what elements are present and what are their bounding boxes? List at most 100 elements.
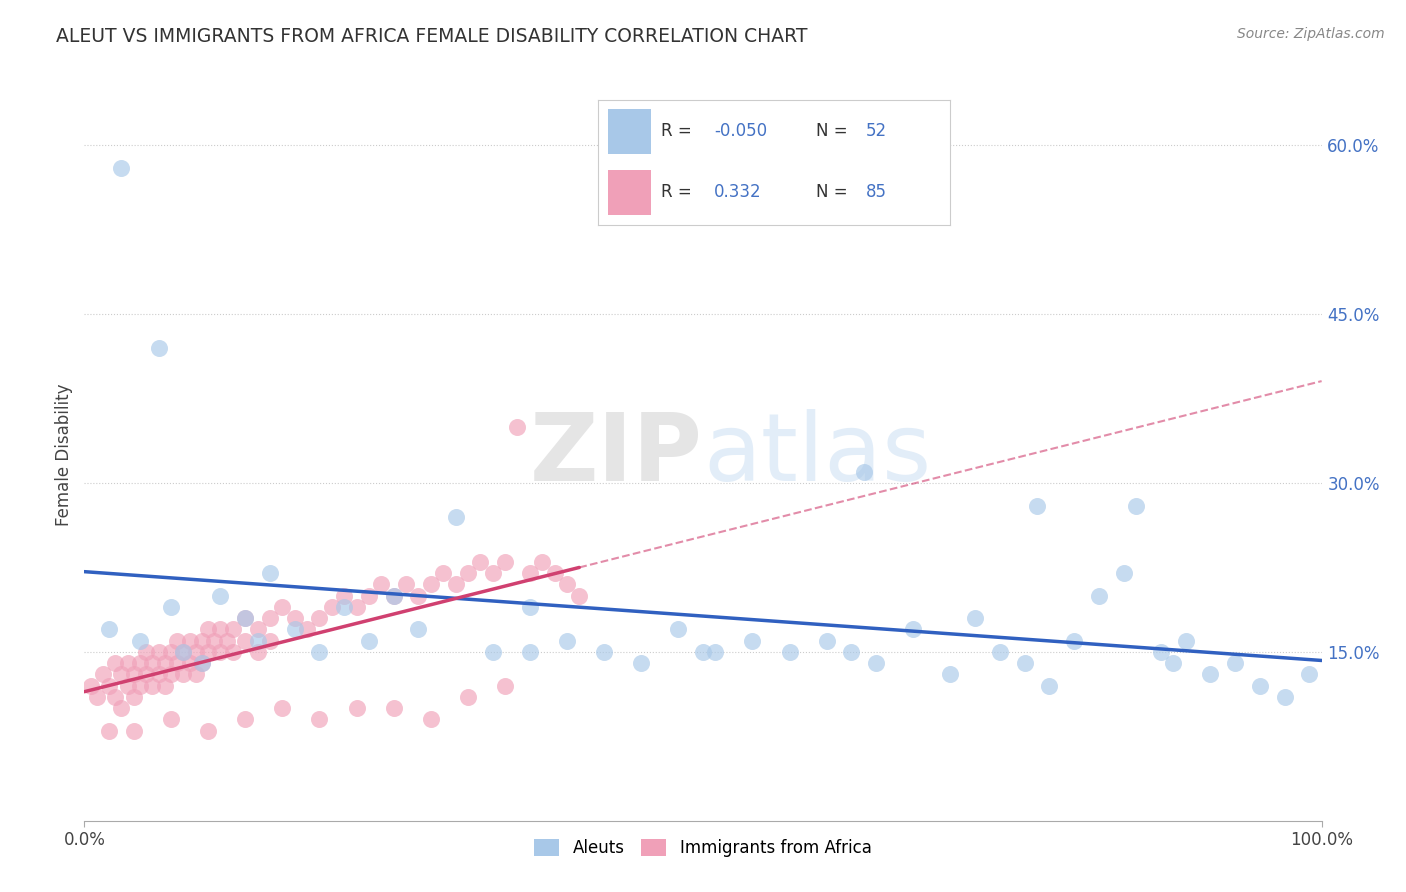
Point [222,645,245,659]
Point [988,645,1011,659]
Point [555,577,578,591]
Point [321,599,343,614]
Point [179,656,201,670]
Point [284,611,307,625]
Point [593,645,616,659]
Point [1026,499,1049,513]
Point [333,599,356,614]
Point [209,645,232,659]
Point [191,656,214,670]
Point [209,623,232,637]
Point [153,656,176,670]
Point [841,645,863,659]
Point [444,509,467,524]
Text: Source: ZipAtlas.com: Source: ZipAtlas.com [1237,27,1385,41]
Point [148,341,170,355]
Point [98,623,121,637]
Point [333,589,356,603]
Point [259,566,281,580]
Point [233,611,256,625]
Point [308,645,330,659]
Point [1125,499,1147,513]
Point [382,589,405,603]
Point [382,589,405,603]
Point [222,623,245,637]
Point [295,623,318,637]
Point [122,690,145,704]
Point [179,633,201,648]
Legend: Aleuts, Immigrants from Africa: Aleuts, Immigrants from Africa [527,832,879,863]
Point [519,645,541,659]
Point [191,633,214,648]
Point [779,645,801,659]
Point [519,566,541,580]
Point [865,656,887,670]
Point [172,645,194,659]
Point [419,712,441,726]
Point [1249,679,1271,693]
Point [160,645,183,659]
Point [135,645,157,659]
Point [246,633,269,648]
Point [141,656,163,670]
Point [184,667,207,681]
Y-axis label: Female Disability: Female Disability [55,384,73,526]
Point [1223,656,1246,670]
Point [209,589,232,603]
Point [543,566,565,580]
Point [1112,566,1135,580]
Point [153,679,176,693]
Point [184,645,207,659]
Point [965,611,987,625]
Point [166,656,188,670]
Point [444,577,467,591]
Point [271,701,294,715]
Point [494,555,516,569]
Point [246,645,269,659]
Point [104,690,127,704]
Point [135,667,157,681]
Point [117,679,139,693]
Point [160,599,183,614]
Point [160,667,183,681]
Point [432,566,454,580]
Point [233,712,256,726]
Point [122,723,145,738]
Point [1038,679,1060,693]
Point [481,645,503,659]
Point [246,623,269,637]
Point [98,679,121,693]
Point [104,656,127,670]
Point [357,589,380,603]
Point [110,667,132,681]
Text: ALEUT VS IMMIGRANTS FROM AFRICA FEMALE DISABILITY CORRELATION CHART: ALEUT VS IMMIGRANTS FROM AFRICA FEMALE D… [56,27,807,45]
Point [148,645,170,659]
Point [903,623,925,637]
Point [1298,667,1320,681]
Point [939,667,962,681]
Point [470,555,492,569]
Point [630,656,652,670]
Point [704,645,727,659]
Point [741,633,763,648]
Point [395,577,418,591]
Point [666,623,689,637]
Point [91,667,114,681]
Point [197,723,219,738]
Point [382,701,405,715]
Point [457,690,479,704]
Point [202,633,225,648]
Point [110,701,132,715]
Point [259,611,281,625]
Point [284,623,307,637]
Point [215,633,238,648]
Point [568,589,591,603]
Point [233,633,256,648]
Point [122,667,145,681]
Point [346,599,368,614]
Point [110,161,132,175]
Point [1174,633,1197,648]
Point [1063,633,1085,648]
Point [457,566,479,580]
Point [408,623,430,637]
